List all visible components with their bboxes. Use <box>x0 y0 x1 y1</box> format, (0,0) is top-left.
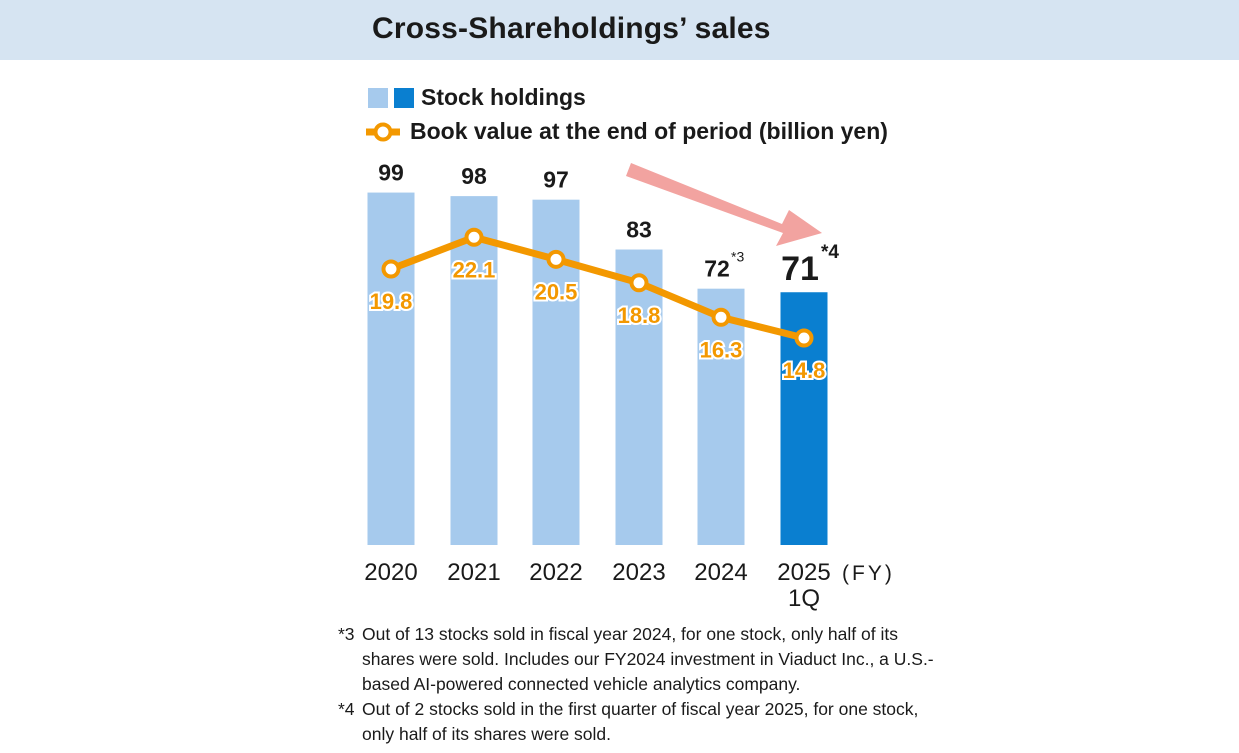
book-value-label: 16.3 <box>700 337 743 362</box>
footnote-mark: *4 <box>338 699 355 719</box>
book-value-point <box>711 307 731 327</box>
footnote-superscript: *4 <box>821 242 839 263</box>
bar-value-label: 71 <box>781 250 819 288</box>
book-value-label: 19.8 <box>370 289 413 314</box>
title-banner: Cross-Shareholdings’ sales <box>0 0 1239 60</box>
legend-label-bars: Stock holdings <box>421 84 586 110</box>
chart: 99 98 97 83 72 *3 71 *4 19.8 22.1 20.5 18.8 16.3 14.8… <box>364 160 895 612</box>
book-value-point <box>546 249 566 269</box>
x-tick-label: 2020 <box>364 559 417 586</box>
bar-value-label: 83 <box>626 217 652 243</box>
book-value-line <box>387 233 808 342</box>
bar-value-label: 72 <box>704 256 730 282</box>
x-tick-label: 2021 <box>447 559 500 586</box>
legend-swatch-dark <box>394 88 414 108</box>
footnote-text: Out of 2 stocks sold in the first quarte… <box>362 699 919 744</box>
bar-value-label: 98 <box>461 163 487 189</box>
book-value-point <box>464 227 484 247</box>
bar-2023 <box>615 249 663 545</box>
x-tick-label: 2025 <box>777 559 830 586</box>
legend-line-marker-icon <box>366 122 400 142</box>
footnote-superscript: *3 <box>731 249 744 265</box>
book-value-label: 22.1 <box>453 257 496 282</box>
bar-2020 <box>367 192 415 545</box>
book-value-label: 18.8 <box>618 303 661 328</box>
bar-2021 <box>450 196 498 545</box>
bar-2024 <box>697 288 745 545</box>
book-value-point <box>794 328 814 348</box>
legend-label-line: Book value at the end of period (billion… <box>410 118 888 144</box>
book-value-label: 14.8 <box>783 358 826 383</box>
page-title: Cross-Shareholdings’ sales <box>372 12 771 45</box>
book-value-point <box>629 273 649 293</box>
x-tick-sublabel: 1Q <box>788 585 820 612</box>
legend-swatch-light <box>368 88 388 108</box>
x-tick-label: 2023 <box>612 559 665 586</box>
x-axis-unit: (FY) <box>842 562 895 585</box>
footnote-4: *4 Out of 2 stocks sold in the first qua… <box>338 697 938 747</box>
x-tick-label: 2024 <box>694 559 747 586</box>
book-value-label: 20.5 <box>535 279 578 304</box>
footnotes: *3 Out of 13 stocks sold in fiscal year … <box>338 622 938 747</box>
book-value-point <box>381 259 401 279</box>
footnote-3: *3 Out of 13 stocks sold in fiscal year … <box>338 622 938 697</box>
bar-value-label: 99 <box>378 160 404 186</box>
footnote-mark: *3 <box>338 624 355 644</box>
bar-value-label: 97 <box>543 167 569 193</box>
footnote-text: Out of 13 stocks sold in fiscal year 202… <box>362 624 934 694</box>
trend-arrow <box>626 163 822 246</box>
x-tick-label: 2022 <box>529 559 582 586</box>
